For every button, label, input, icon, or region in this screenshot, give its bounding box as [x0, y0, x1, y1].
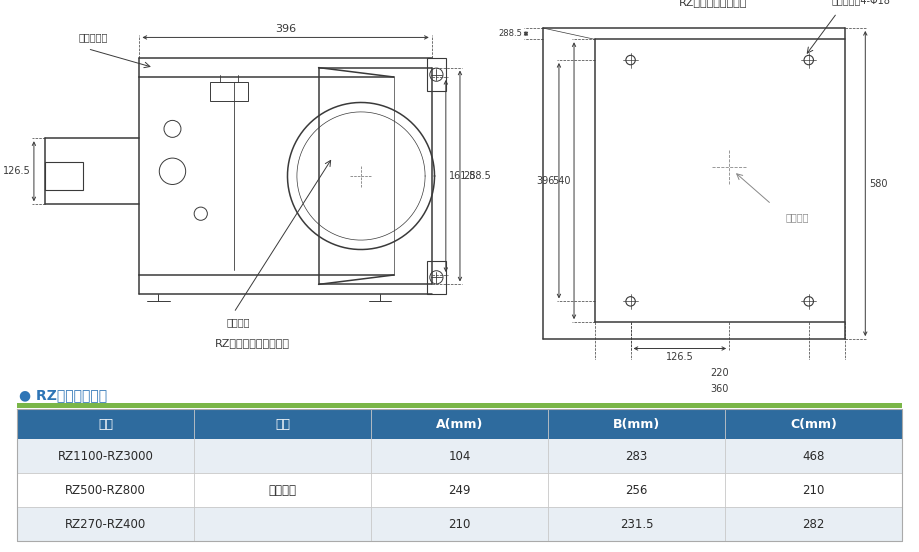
- Text: 288.5: 288.5: [498, 29, 522, 38]
- Text: 256: 256: [625, 484, 648, 497]
- Text: RZ500-RZ800: RZ500-RZ800: [65, 484, 146, 497]
- Text: C(mm): C(mm): [790, 418, 837, 431]
- Text: RZ泵地脚螺栓孔尺寸: RZ泵地脚螺栓孔尺寸: [678, 0, 747, 7]
- Bar: [17, 439, 902, 473]
- Text: 电机中心: 电机中心: [785, 212, 809, 222]
- Text: 360: 360: [710, 384, 729, 394]
- Text: RZ270-RZ400: RZ270-RZ400: [65, 518, 146, 530]
- Text: 396: 396: [275, 24, 296, 34]
- Text: ● RZ系列安装尺寸: ● RZ系列安装尺寸: [19, 388, 108, 402]
- Text: 231.5: 231.5: [619, 518, 653, 530]
- Text: 580: 580: [869, 178, 888, 189]
- Bar: [17, 507, 902, 541]
- Text: 282: 282: [802, 518, 824, 530]
- Bar: [45, 162, 83, 190]
- Text: 地脚螺栓孔: 地脚螺栓孔: [78, 32, 108, 42]
- Bar: [427, 58, 446, 91]
- Text: 288.5: 288.5: [463, 171, 491, 181]
- Text: A(mm): A(mm): [436, 418, 483, 431]
- Text: 249: 249: [448, 484, 471, 497]
- Text: RZ泵金属液力端俯视图: RZ泵金属液力端俯视图: [215, 338, 290, 348]
- Bar: [17, 473, 902, 507]
- Text: 220: 220: [710, 368, 729, 378]
- Text: 210: 210: [802, 484, 824, 497]
- Text: 型号: 型号: [98, 418, 113, 431]
- Text: 126.5: 126.5: [4, 166, 31, 176]
- Text: 电机中心: 电机中心: [227, 317, 250, 327]
- Text: 地脚螺栓孔4-Φ18: 地脚螺栓孔4-Φ18: [831, 0, 890, 6]
- Text: 468: 468: [802, 450, 824, 463]
- Text: B(mm): B(mm): [613, 418, 660, 431]
- Text: RZ1100-RZ3000: RZ1100-RZ3000: [58, 450, 153, 463]
- Text: 540: 540: [551, 176, 571, 185]
- Bar: [17, 410, 902, 439]
- Bar: [427, 261, 446, 294]
- Text: 283: 283: [625, 450, 648, 463]
- Text: 金属泵头: 金属泵头: [268, 484, 297, 497]
- Text: 161.5: 161.5: [448, 171, 476, 181]
- Text: 104: 104: [448, 450, 471, 463]
- Text: 210: 210: [448, 518, 471, 530]
- Text: 126.5: 126.5: [666, 352, 694, 362]
- Bar: [17, 403, 902, 408]
- Bar: [210, 82, 248, 100]
- Text: 材质: 材质: [275, 418, 290, 431]
- Text: 396: 396: [537, 176, 555, 185]
